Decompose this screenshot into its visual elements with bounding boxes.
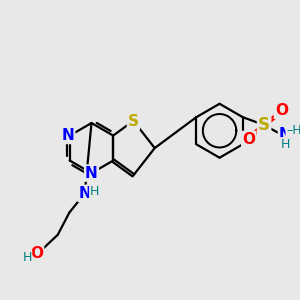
Text: O: O xyxy=(242,132,255,147)
Text: O: O xyxy=(30,245,43,260)
Text: N: N xyxy=(78,186,91,201)
Text: O: O xyxy=(275,103,288,118)
Text: H: H xyxy=(280,138,290,151)
Text: N: N xyxy=(85,166,98,181)
Text: S: S xyxy=(128,114,139,129)
Text: –H: –H xyxy=(286,124,300,137)
Text: S: S xyxy=(258,116,270,134)
Text: N: N xyxy=(61,128,74,143)
Text: N: N xyxy=(279,127,292,142)
Text: H: H xyxy=(90,185,99,198)
Text: H: H xyxy=(22,251,32,264)
